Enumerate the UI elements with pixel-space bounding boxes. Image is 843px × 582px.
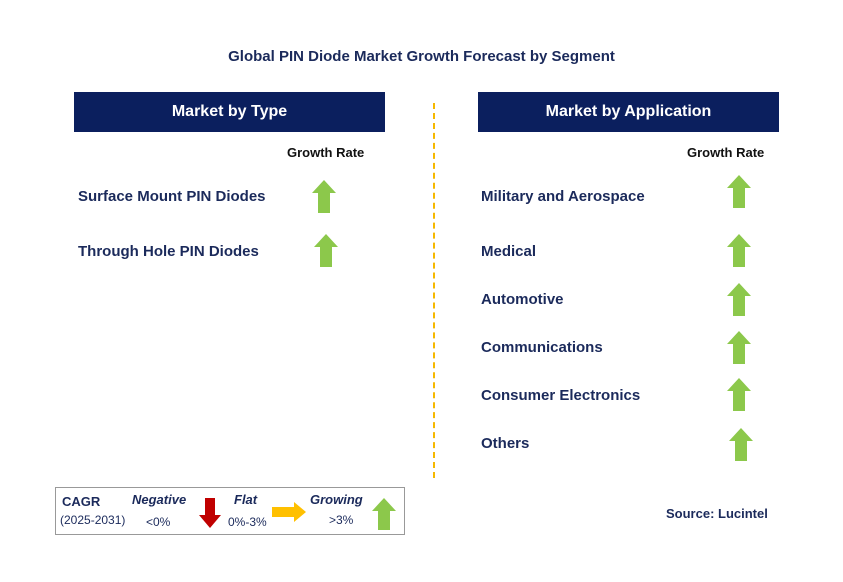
growing-arrow-icon [729,428,753,461]
page-title: Global PIN Diode Market Growth Forecast … [228,48,615,65]
growing-arrow-icon [727,234,751,267]
legend: CAGR (2025-2031) Negative <0% Flat 0%-3%… [55,487,405,535]
application-growth-label: Growth Rate [687,145,765,160]
growing-arrow-icon [372,498,396,530]
legend-period: (2025-2031) [60,513,126,527]
growing-arrow-icon [727,283,751,316]
type-growth-label: Growth Rate [287,145,365,160]
source-note: Source: Lucintel [666,506,768,521]
flat-arrow-icon [272,502,306,522]
application-item-label: Consumer Electronics [481,387,641,404]
legend-cagr: CAGR [62,494,101,509]
growing-arrow-icon [727,378,751,411]
growing-arrow-icon [312,180,336,213]
application-item-label: Military and Aerospace [481,188,645,205]
application-item-label: Others [481,435,530,452]
negative-arrow-icon [199,498,221,528]
legend-growing-range: >3% [329,513,354,527]
growing-arrow-icon [727,175,751,208]
type-item-label: Surface Mount PIN Diodes [78,188,266,205]
application-item-label: Communications [481,339,603,356]
legend-growing: Growing [310,492,363,507]
divider-line [433,103,435,478]
legend-flat: Flat [234,492,258,507]
application-header: Market by Application [478,92,779,132]
legend-negative: Negative [132,492,187,507]
type-item-label: Through Hole PIN Diodes [78,243,259,260]
application-item-label: Automotive [481,291,564,308]
growing-arrow-icon [314,234,338,267]
legend-flat-range: 0%-3% [228,515,267,529]
application-item-label: Medical [481,243,537,260]
growing-arrow-icon [727,331,751,364]
type-header: Market by Type [74,92,385,132]
legend-negative-range: <0% [146,515,171,529]
